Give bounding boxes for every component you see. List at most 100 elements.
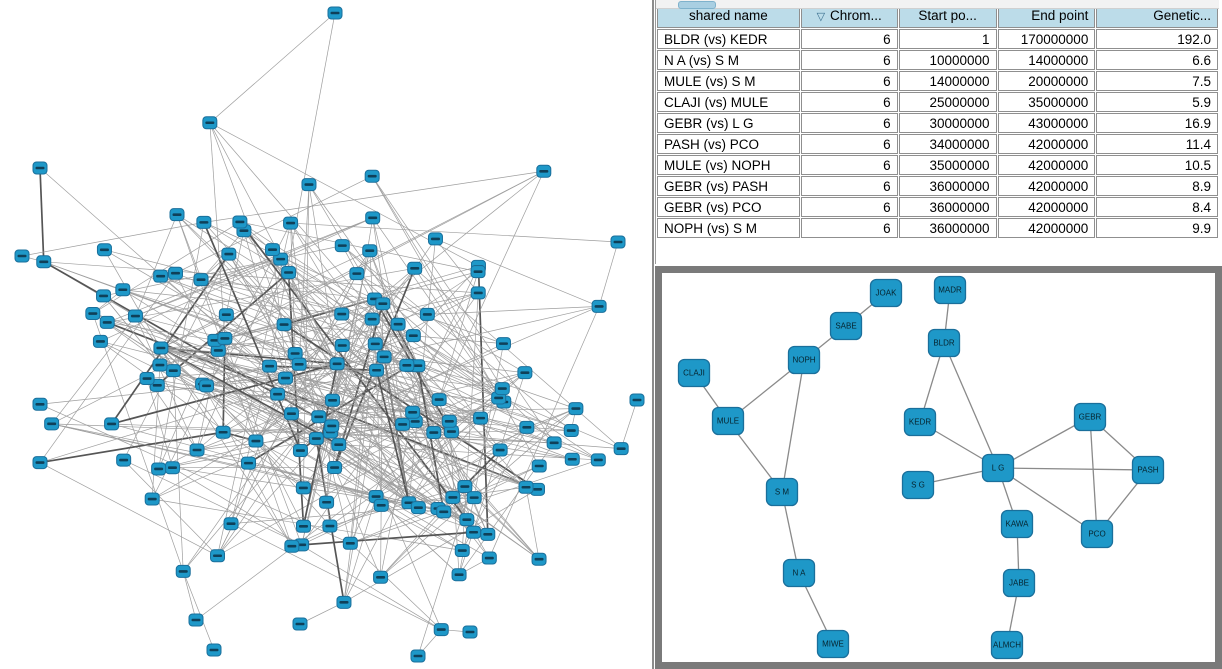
network-node[interactable] [591, 299, 607, 313]
network-node[interactable] [319, 495, 335, 509]
network-node[interactable] [334, 239, 350, 253]
network-node[interactable] [295, 481, 311, 495]
network-node[interactable] [536, 164, 552, 178]
network-node[interactable] [331, 438, 347, 452]
network-node[interactable] [151, 462, 167, 476]
network-node[interactable] [199, 379, 215, 393]
network-node[interactable] [629, 393, 645, 407]
network-node[interactable]: MIWE [816, 629, 850, 659]
network-node[interactable] [613, 442, 629, 456]
table-cell[interactable]: 1 [898, 29, 997, 49]
network-node[interactable] [466, 491, 482, 505]
table-cell[interactable]: 42000000 [997, 134, 1096, 154]
table-cell[interactable]: 10000000 [898, 50, 997, 70]
network-node[interactable] [265, 243, 281, 257]
table-cell[interactable]: 6 [800, 134, 898, 154]
network-node[interactable] [405, 405, 421, 419]
table-cell[interactable]: 5.9 [1096, 92, 1218, 112]
table-cell[interactable]: 8.9 [1096, 176, 1218, 196]
table-cell[interactable]: 6 [800, 92, 898, 112]
network-node[interactable] [248, 434, 264, 448]
network-node[interactable] [376, 350, 392, 364]
network-node[interactable] [96, 243, 112, 257]
network-node[interactable] [273, 252, 289, 266]
table-cell[interactable]: 14000000 [898, 71, 997, 91]
network-node[interactable]: JOAK [869, 278, 903, 308]
network-node[interactable] [410, 359, 426, 373]
network-node[interactable] [329, 357, 345, 371]
table-cell[interactable]: N A (vs) S M [657, 50, 800, 70]
network-node[interactable] [153, 269, 169, 283]
network-node[interactable] [342, 536, 358, 550]
network-node[interactable] [324, 419, 340, 433]
network-node[interactable] [334, 338, 350, 352]
network-node[interactable]: BLDR [927, 328, 961, 358]
network-node[interactable] [202, 116, 218, 130]
network-node[interactable] [369, 363, 385, 377]
table-cell[interactable]: 8.4 [1096, 197, 1218, 217]
network-node[interactable] [399, 358, 415, 372]
network-node[interactable] [144, 492, 160, 506]
network-node[interactable] [36, 255, 52, 269]
network-node[interactable] [481, 551, 497, 565]
network-node[interactable] [218, 308, 234, 322]
table-cell[interactable]: 6 [800, 176, 898, 196]
table-row[interactable]: PASH (vs) PCO 6 34000000 42000000 11.4 [657, 134, 1218, 154]
table-cell[interactable]: GEBR (vs) PASH [657, 176, 800, 196]
network-node[interactable] [283, 216, 299, 230]
network-node[interactable] [153, 341, 169, 355]
network-node[interactable] [44, 417, 60, 431]
network-node[interactable] [188, 613, 204, 627]
filter-icon[interactable]: ▽ [816, 10, 826, 23]
network-node[interactable] [283, 407, 299, 421]
table-cell[interactable]: 6.6 [1096, 50, 1218, 70]
network-node[interactable] [362, 244, 378, 258]
network-node[interactable]: L G [981, 453, 1015, 483]
network-node[interactable] [292, 617, 308, 631]
table-cell[interactable]: 42000000 [997, 197, 1096, 217]
table-cell[interactable]: 20000000 [997, 71, 1096, 91]
network-node[interactable] [375, 297, 391, 311]
network-node[interactable] [281, 266, 297, 280]
network-node[interactable] [215, 425, 231, 439]
network-node[interactable] [495, 337, 511, 351]
network-node[interactable] [364, 312, 380, 326]
network-node[interactable] [436, 505, 452, 519]
network-node[interactable] [223, 517, 239, 531]
table-cell[interactable]: GEBR (vs) L G [657, 113, 800, 133]
table-cell[interactable]: 16.9 [1096, 113, 1218, 133]
network-node[interactable] [470, 286, 486, 300]
table-cell[interactable]: MULE (vs) S M [657, 71, 800, 91]
network-node[interactable] [206, 643, 222, 657]
network-node[interactable] [217, 331, 233, 345]
table-cell[interactable]: 42000000 [997, 155, 1096, 175]
table-cell[interactable]: 6 [800, 29, 898, 49]
similarity-network-canvas[interactable]: JOAK MADR SABE NOPH BLDR CLAJI MULE KEDR GEBR L G… [655, 266, 1222, 669]
network-node[interactable] [473, 411, 489, 425]
table-row[interactable]: NOPH (vs) S M 6 36000000 42000000 9.9 [657, 218, 1218, 238]
scrollbar-thumb[interactable] [678, 1, 716, 9]
network-node[interactable] [531, 552, 547, 566]
network-node[interactable] [210, 549, 226, 563]
network-node[interactable] [564, 452, 580, 466]
network-node[interactable] [165, 364, 181, 378]
network-node[interactable] [373, 570, 389, 584]
table-cell[interactable]: BLDR (vs) KEDR [657, 29, 800, 49]
table-row[interactable]: BLDR (vs) KEDR 6 1 170000000 192.0 [657, 29, 1218, 49]
network-node[interactable]: SABE [829, 311, 863, 341]
network-node[interactable]: S G [901, 470, 935, 500]
table-cell[interactable]: GEBR (vs) PCO [657, 197, 800, 217]
network-node[interactable]: S M [765, 477, 799, 507]
table-row[interactable]: N A (vs) S M 6 10000000 14000000 6.6 [657, 50, 1218, 70]
network-node[interactable] [85, 307, 101, 321]
network-node[interactable] [419, 307, 435, 321]
network-node[interactable] [531, 459, 547, 473]
network-node[interactable] [466, 525, 482, 539]
network-node[interactable] [301, 178, 317, 192]
network-node[interactable] [322, 519, 338, 533]
network-node[interactable] [395, 417, 411, 431]
network-node[interactable] [336, 595, 352, 609]
network-node[interactable] [426, 426, 442, 440]
network-node[interactable] [517, 366, 533, 380]
network-node[interactable] [407, 261, 423, 275]
